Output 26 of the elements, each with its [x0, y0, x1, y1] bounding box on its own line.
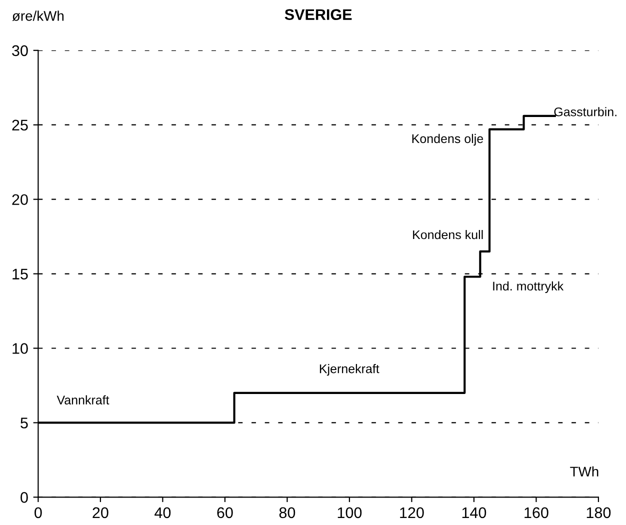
- y-tick-label: 20: [12, 194, 28, 206]
- y-tick-label: 15: [12, 268, 28, 280]
- annotation: Kondens kull: [413, 230, 483, 240]
- chart-title: SVERIGE: [284, 9, 352, 20]
- y-tick-label: 25: [12, 120, 28, 131]
- y-tick-label: 30: [12, 45, 28, 56]
- annotation: Kjernekraft: [320, 364, 380, 376]
- x-tick-label: 40: [154, 507, 171, 518]
- x-tick-label: 160: [524, 507, 548, 518]
- x-tick-label: 80: [279, 507, 296, 518]
- annotation: Vannkraft: [56, 395, 110, 404]
- y-tick-label: 0: [20, 492, 28, 503]
- annotation: Ind. mottrykk: [493, 281, 564, 294]
- x-tick-label: 60: [217, 507, 233, 518]
- x-tick-label: 180: [586, 507, 611, 518]
- y-axis-title: øre/kWh: [12, 10, 64, 21]
- x-tick-label: 120: [400, 507, 424, 518]
- x-tick-label: 100: [338, 507, 362, 518]
- x-tick-label: 0: [34, 507, 42, 518]
- x-axis-title: TWh: [570, 466, 598, 476]
- x-tick-label: 140: [462, 507, 486, 518]
- annotation: Gassturbin.: [554, 107, 616, 116]
- annotation: Kondens olje: [412, 134, 484, 146]
- x-tick-label: 20: [92, 507, 108, 518]
- y-tick-label: 10: [12, 343, 28, 354]
- y-tick-label: 5: [20, 418, 28, 428]
